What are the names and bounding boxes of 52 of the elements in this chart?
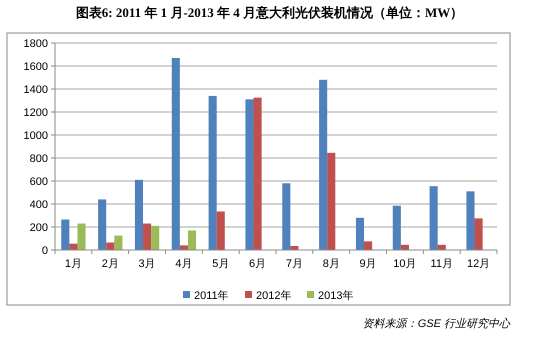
legend-label: 2012年 [256, 290, 292, 302]
bar [77, 224, 86, 250]
bar [143, 224, 152, 250]
x-tick-label: 4月 [175, 258, 192, 270]
bar [61, 220, 70, 250]
text: 资料来源：GSE 行业研究中心 [362, 317, 511, 330]
x-tick-label: 3月 [138, 258, 156, 270]
y-tick-label: 800 [30, 152, 48, 165]
y-tick-label: 1600 [24, 60, 48, 73]
bar [151, 226, 160, 250]
y-tick-label: 0 [42, 244, 48, 257]
x-tick-label: 11月 [430, 258, 453, 270]
bar [245, 99, 254, 250]
bar [327, 152, 336, 250]
y-tick-label: 400 [30, 198, 48, 211]
bar [106, 242, 114, 250]
bar [319, 80, 328, 250]
bar [114, 236, 122, 250]
bar [430, 186, 438, 250]
chart-title: 图表6: 2011 年 1 月-2013 年 4 月意大利光伏装机情况（单位：MW） [76, 5, 464, 20]
bar [172, 58, 180, 250]
x-tick-label: 9月 [360, 258, 377, 270]
bar [364, 241, 372, 250]
y-tick-label: 200 [30, 222, 48, 234]
bar [474, 218, 483, 250]
bar [392, 206, 401, 250]
bar [282, 183, 290, 250]
bar [69, 244, 78, 250]
x-tick-label: 1月 [64, 258, 82, 270]
bar [98, 199, 106, 250]
x-tick-label: 7月 [286, 258, 303, 270]
legend-label: 2013年 [318, 290, 354, 302]
legend-label: 2011年 [194, 290, 229, 302]
y-tick-label: 600 [30, 176, 48, 188]
bar [208, 96, 217, 250]
bar [134, 180, 144, 250]
bar [356, 218, 364, 250]
y-tick-label: 1000 [24, 130, 48, 142]
x-tick-label: 12月 [466, 258, 490, 270]
x-tick-label: 10月 [393, 258, 417, 270]
bar [438, 244, 446, 250]
bar [254, 98, 262, 250]
x-tick-label: 2月 [102, 258, 119, 270]
x-tick-label: 6月 [249, 258, 266, 270]
x-tick-label: 5月 [212, 258, 230, 270]
y-tick-label: 1400 [24, 84, 48, 96]
x-tick-label: 8月 [322, 258, 340, 270]
bar [188, 230, 196, 250]
bar [216, 211, 225, 250]
y-tick-label: 1200 [24, 106, 48, 119]
y-tick-label: 1800 [24, 38, 48, 50]
bar [466, 191, 475, 250]
